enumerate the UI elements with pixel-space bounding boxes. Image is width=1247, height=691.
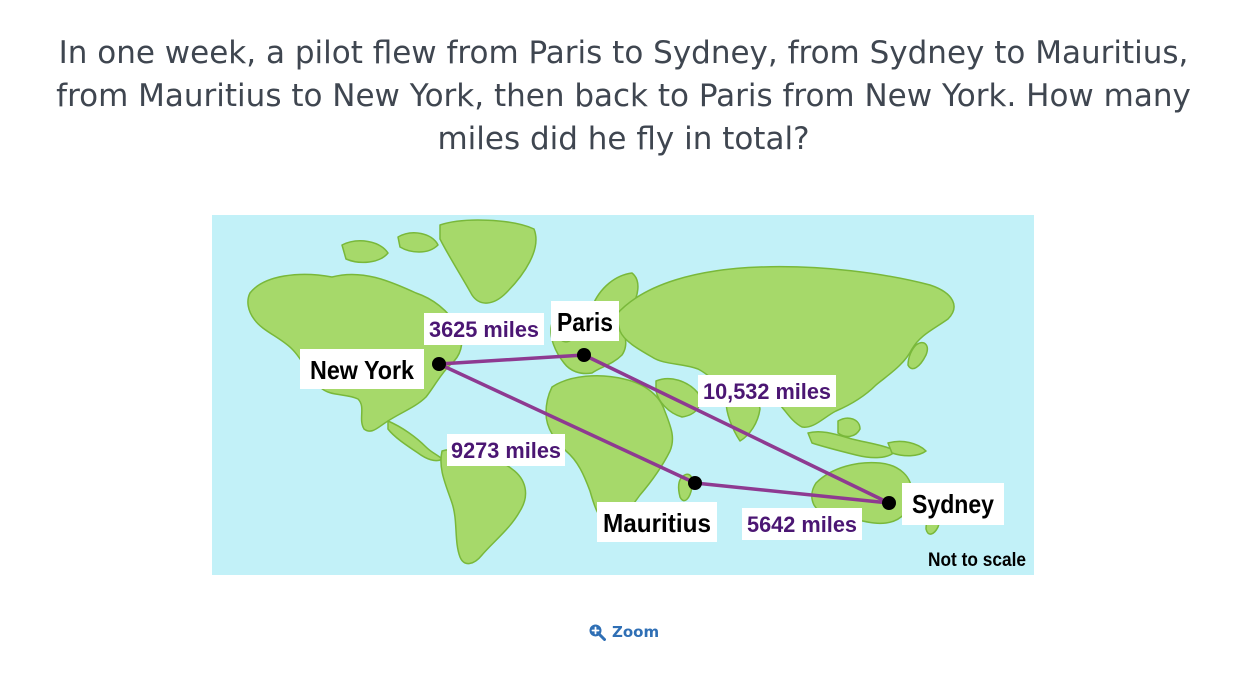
paris-sydney-distance: 10,532 miles — [703, 379, 831, 404]
world-map-figure: New York Paris Mauritius Sydney 3625 mil… — [212, 215, 1034, 575]
question-text: In one week, a pilot flew from Paris to … — [56, 35, 1191, 157]
new-york-dot — [432, 357, 446, 371]
mauritius-label-bg — [597, 502, 717, 542]
mauritius-sydney-distance: 5642 miles — [747, 512, 857, 537]
route-new-york-mauritius — [437, 362, 697, 485]
new-york-label-bg — [300, 349, 424, 389]
not-to-scale-note: Not to scale — [928, 550, 1026, 571]
arctic-island-2 — [397, 232, 439, 253]
city-dots — [432, 348, 896, 510]
paris-label-bg — [551, 301, 619, 341]
distance-labels: 3625 miles 10,532 miles 9273 miles 5642 … — [429, 317, 857, 537]
sydney-label-bg — [902, 483, 1004, 525]
south-america — [440, 448, 527, 565]
new-guinea — [887, 440, 927, 457]
mauritius-label: Mauritius — [603, 508, 711, 538]
route-new-york-paris — [437, 353, 586, 366]
japan — [907, 341, 928, 370]
paris-sydney-distance-bg — [698, 375, 836, 407]
sydney-label: Sydney — [912, 489, 994, 519]
flight-routes — [437, 353, 891, 505]
paris-dot — [577, 348, 591, 362]
world-map: New York Paris Mauritius Sydney 3625 mil… — [212, 215, 1034, 575]
zoom-button[interactable]: Zoom — [588, 621, 659, 643]
city-labels: New York Paris Mauritius Sydney — [310, 307, 994, 538]
greenland — [439, 219, 537, 304]
asia — [615, 265, 955, 428]
new-york-label: New York — [310, 355, 414, 385]
paris-label: Paris — [557, 307, 613, 337]
mauritius-dot — [688, 476, 702, 490]
new-york-mauritius-distance-bg — [447, 434, 565, 466]
route-paris-sydney — [582, 353, 891, 505]
new-york-mauritius-distance: 9273 miles — [451, 438, 561, 463]
new-york-paris-distance: 3625 miles — [429, 317, 539, 342]
mauritius-sydney-distance-bg — [742, 508, 862, 540]
sydney-dot — [882, 496, 896, 510]
zoom-label: Zoom — [612, 623, 660, 641]
route-mauritius-sydney — [693, 481, 891, 505]
borneo — [837, 417, 861, 438]
zoom-in-icon — [589, 624, 606, 641]
label-backgrounds — [300, 301, 1004, 542]
new-york-paris-distance-bg — [424, 313, 544, 345]
arctic-islands — [341, 240, 389, 264]
